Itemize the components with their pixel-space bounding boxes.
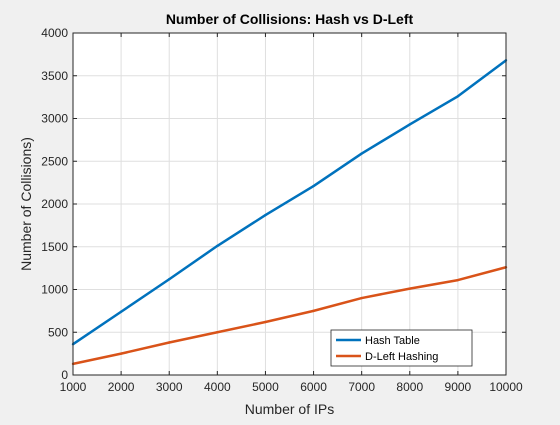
x-tick-label: 5000 <box>252 380 279 394</box>
y-tick-label: 500 <box>48 325 68 339</box>
x-tick-label: 2000 <box>108 380 135 394</box>
data-point-hash-table <box>168 278 171 281</box>
ticks <box>72 32 507 376</box>
x-tick-label: 1000 <box>60 380 87 394</box>
series-layer <box>71 59 508 366</box>
data-point-d-left-hashing <box>312 309 315 313</box>
series-line-hash-table <box>72 59 507 346</box>
x-tick-label: 10000 <box>489 380 523 394</box>
legend: Hash Table D-Left Hashing <box>330 329 473 367</box>
series-line-d-left-hashing <box>72 266 507 366</box>
y-tick-label: 4000 <box>41 26 68 40</box>
data-point-hash-table <box>216 244 219 248</box>
y-tick-label: 3500 <box>41 69 68 83</box>
data-point-hash-table <box>360 152 363 155</box>
y-tick-labels: 0 500 1000 1500 2000 2500 3000 3500 4000 <box>41 26 68 382</box>
y-tick-label: 1000 <box>41 283 68 297</box>
data-point-hash-table <box>119 310 123 313</box>
x-tick-label: 7000 <box>348 380 375 394</box>
y-tick-label: 3000 <box>41 112 68 126</box>
legend-label-hash-table: Hash Table <box>365 335 420 347</box>
y-tick-label: 0 <box>61 368 68 382</box>
x-tick-label: 4000 <box>204 380 231 394</box>
data-point-hash-table <box>264 213 267 217</box>
data-point-hash-table <box>408 123 411 126</box>
y-tick-label: 2500 <box>41 154 68 168</box>
data-point-d-left-hashing <box>456 278 460 282</box>
x-tick-label: 9000 <box>445 380 472 394</box>
chart-title: Number of Collisions: Hash vs D-Left <box>166 11 414 27</box>
data-point-hash-table <box>312 184 315 188</box>
x-axis-label: Number of IPs <box>245 401 334 417</box>
data-point-d-left-hashing <box>264 320 267 324</box>
data-point-hash-table <box>456 95 460 98</box>
y-tick-label: 1500 <box>41 240 68 254</box>
x-tick-labels: 1000 2000 3000 4000 5000 6000 7000 8000 9000 1000… <box>60 380 523 394</box>
y-axis-label: Number of Collisions) <box>18 137 34 271</box>
data-point-d-left-hashing <box>216 331 219 334</box>
x-tick-label: 6000 <box>300 380 327 394</box>
data-point-d-left-hashing <box>168 341 171 344</box>
legend-box <box>330 329 473 367</box>
x-tick-label: 3000 <box>156 380 183 394</box>
data-point-d-left-hashing <box>119 352 123 355</box>
data-point-d-left-hashing <box>360 296 363 300</box>
data-point-d-left-hashing <box>408 287 411 290</box>
x-tick-label: 8000 <box>396 380 423 394</box>
y-tick-label: 2000 <box>41 197 68 211</box>
legend-label-d-left-hashing: D-Left Hashing <box>365 351 438 363</box>
